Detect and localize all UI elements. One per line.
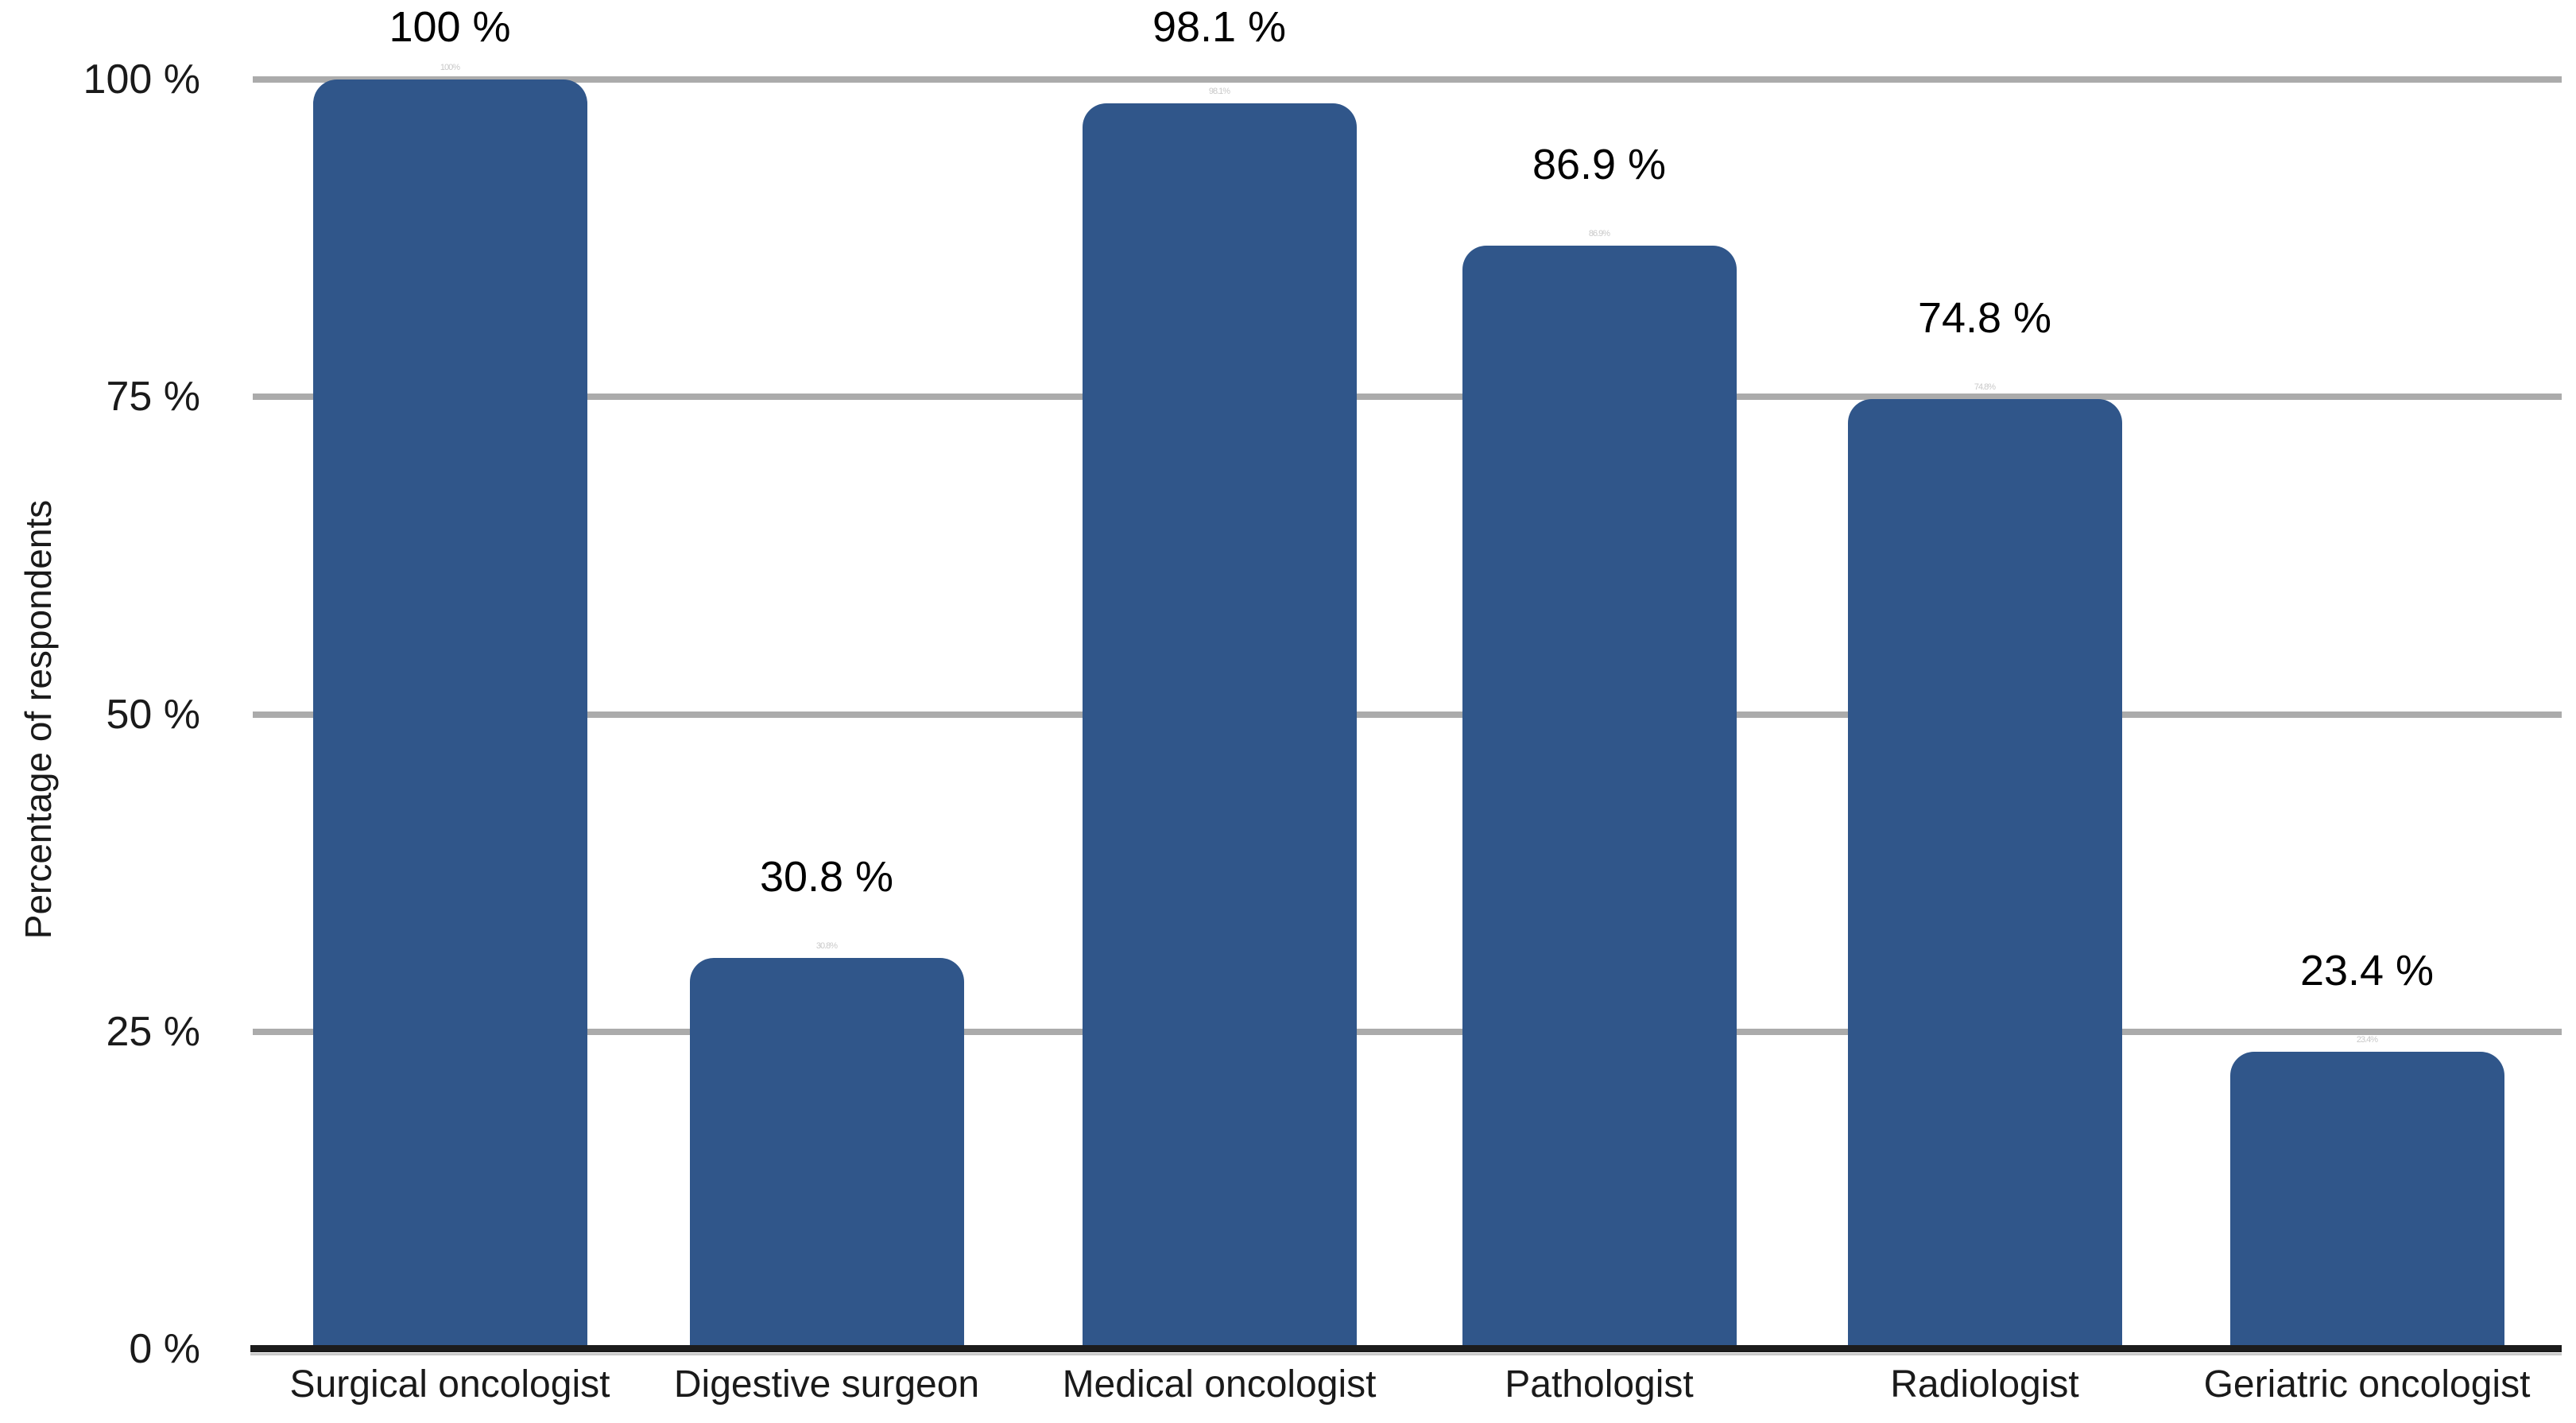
x-category-label: Surgical oncologist	[289, 1363, 610, 1406]
y-tick-label-50: 50 %	[106, 691, 200, 738]
bar-value-label: 30.8 %	[759, 853, 894, 901]
bar-radiologist	[1847, 399, 2122, 1352]
y-tick-label-25: 25 %	[106, 1008, 200, 1055]
bar-value-label: 23.4 %	[2299, 947, 2435, 995]
bar-medical-oncologist	[1082, 103, 1357, 1352]
bar-top-tiny-mark: 23.4%	[2356, 1035, 2378, 1045]
x-category-label: Geriatric oncologist	[2203, 1363, 2531, 1406]
gridline-75	[253, 394, 2562, 401]
bar-top-tiny-mark: 30.8%	[815, 941, 838, 952]
x-axis-line	[250, 1345, 2562, 1352]
y-tick-label-100: 100 %	[83, 56, 200, 103]
x-category-label: Radiologist	[1890, 1363, 2079, 1406]
bar-top-tiny-mark: 86.9%	[1588, 229, 1610, 239]
bar-value-label: 86.9 %	[1532, 141, 1667, 189]
x-category-label: Digestive surgeon	[673, 1363, 980, 1406]
gridline-100	[253, 76, 2562, 83]
bar-value-label: 98.1 %	[1152, 3, 1287, 51]
bar-geriatric-oncologist	[2229, 1052, 2504, 1352]
bar-digestive-surgeon	[689, 958, 964, 1352]
bar-top-tiny-mark: 98.1%	[1208, 87, 1230, 97]
bar-surgical-oncologist	[312, 79, 587, 1352]
y-tick-label-0: 0 %	[129, 1326, 200, 1372]
gridline-50	[253, 711, 2562, 718]
y-tick-label-75: 75 %	[106, 374, 200, 421]
bar-value-label: 100 %	[389, 3, 511, 51]
x-category-label: Pathologist	[1505, 1363, 1694, 1406]
x-axis-line-shadow	[250, 1353, 2562, 1355]
bar-top-tiny-mark: 100%	[440, 63, 460, 72]
x-category-label: Medical oncologist	[1062, 1363, 1377, 1406]
bar-pathologist	[1462, 246, 1737, 1352]
bar-value-label: 74.8 %	[1917, 294, 2052, 343]
gridline-25	[253, 1028, 2562, 1035]
bar-top-tiny-mark: 74.8%	[1974, 382, 1996, 393]
